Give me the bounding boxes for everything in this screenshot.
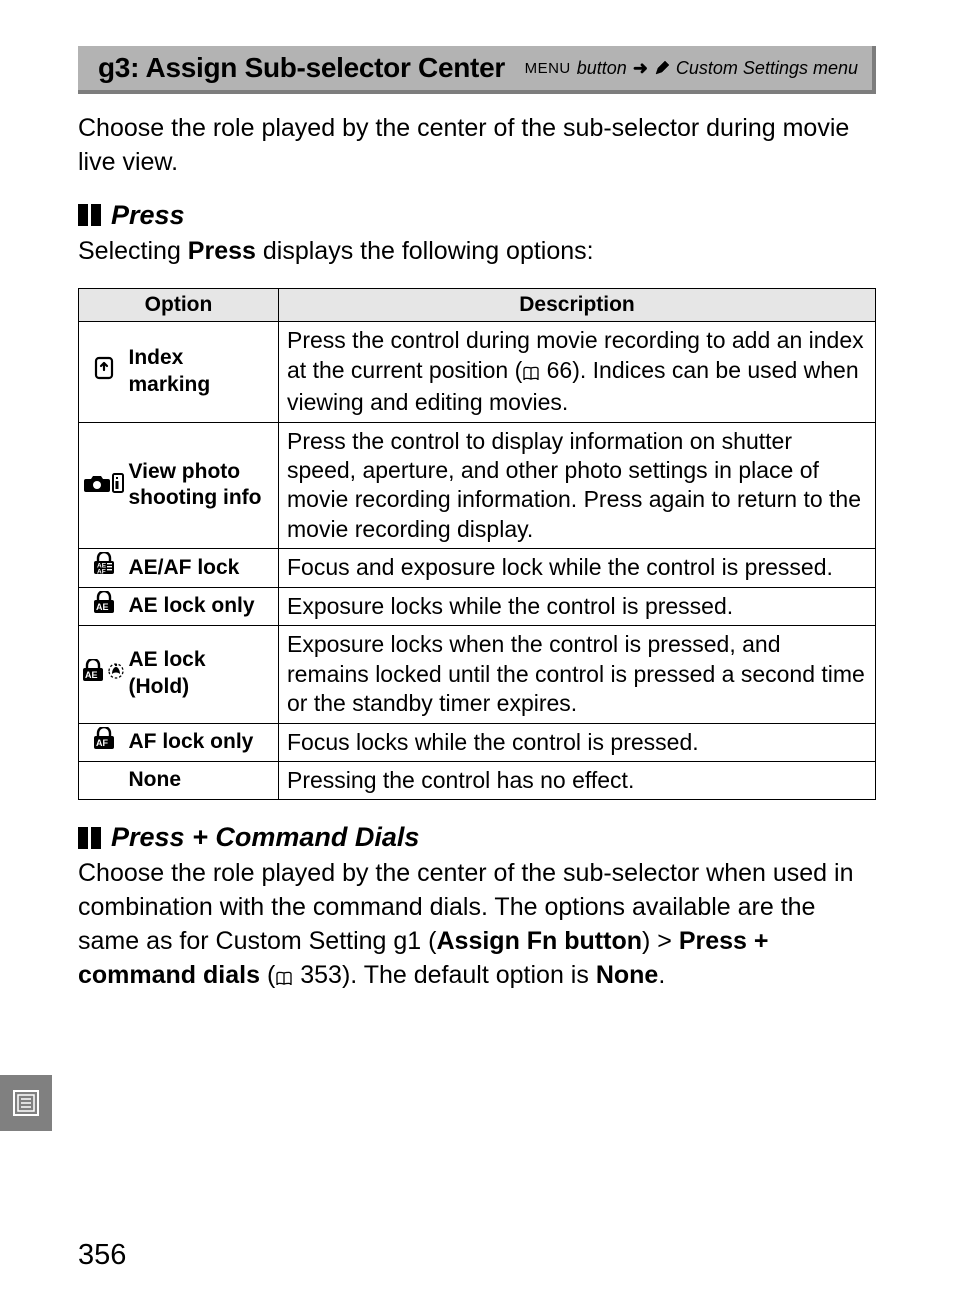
- bars-icon: [78, 204, 101, 226]
- options-table: Option Description Index marking Press t…: [78, 288, 876, 800]
- page: g3: Assign Sub-selector Center MENU butt…: [0, 0, 954, 1314]
- pencil-icon: [654, 58, 670, 79]
- table-row: AF lock only Focus locks while the contr…: [79, 723, 876, 761]
- breadcrumb: MENU button ➜ Custom Settings menu: [525, 58, 858, 79]
- section-title: Press: [111, 200, 185, 231]
- section-header-press-dials: Press + Command Dials: [78, 822, 876, 853]
- option-label: AE/AF lock: [129, 549, 279, 587]
- arrow-icon: ➜: [633, 58, 648, 79]
- table-row: None Pressing the control has no effect.: [79, 761, 876, 799]
- page-title: g3: Assign Sub-selector Center: [98, 52, 505, 84]
- table-header-row: Option Description: [79, 289, 876, 322]
- custom-menu-label: Custom Settings menu: [676, 58, 858, 79]
- option-label: Index marking: [129, 322, 279, 422]
- table-row: Index marking Press the control during m…: [79, 322, 876, 422]
- intro-text: Choose the role played by the center of …: [78, 112, 876, 180]
- titlebar: g3: Assign Sub-selector Center MENU butt…: [78, 46, 876, 94]
- option-desc: Exposure locks while the control is pres…: [279, 587, 876, 625]
- side-tab: [0, 1075, 52, 1131]
- table-row: AE lock only Exposure locks while the co…: [79, 587, 876, 625]
- table-row: AE/AF lock Focus and exposure lock while…: [79, 549, 876, 587]
- section1-lead: Selecting Press displays the following o…: [78, 235, 876, 269]
- lead-bold: Press: [188, 237, 256, 265]
- section2-para: Choose the role played by the center of …: [78, 857, 876, 995]
- table-row: View photo shooting info Press the contr…: [79, 422, 876, 549]
- option-desc: Press the control to display information…: [279, 422, 876, 549]
- option-desc: Exposure locks when the control is press…: [279, 626, 876, 723]
- ae-lock-icon: [79, 587, 129, 625]
- option-label: View photo shooting info: [129, 422, 279, 549]
- menu-label: MENU: [525, 60, 571, 77]
- no-icon: [79, 761, 129, 799]
- option-desc: Pressing the control has no effect.: [279, 761, 876, 799]
- section-title: Press + Command Dials: [111, 822, 419, 853]
- option-label: AE lock only: [129, 587, 279, 625]
- option-desc: Focus and exposure lock while the contro…: [279, 549, 876, 587]
- th-option: Option: [79, 289, 279, 322]
- option-desc: Focus locks while the control is pressed…: [279, 723, 876, 761]
- table-row: AE lock (Hold) Exposure locks when the c…: [79, 626, 876, 723]
- book-icon: [522, 359, 540, 388]
- option-label: None: [129, 761, 279, 799]
- aeaf-lock-icon: [79, 549, 129, 587]
- menu-list-icon: [12, 1089, 40, 1117]
- page-number: 356: [78, 1239, 126, 1272]
- book-icon: [275, 962, 293, 996]
- section-header-press: Press: [78, 200, 876, 231]
- lead-pre: Selecting: [78, 237, 188, 265]
- option-label: AF lock only: [129, 723, 279, 761]
- camera-info-icon: [79, 422, 129, 549]
- th-description: Description: [279, 289, 876, 322]
- option-desc: Press the control during movie recording…: [279, 322, 876, 422]
- af-lock-icon: [79, 723, 129, 761]
- ae-lock-hold-icon: [79, 626, 129, 723]
- option-label: AE lock (Hold): [129, 626, 279, 723]
- index-icon: [79, 322, 129, 422]
- button-label: button: [577, 58, 627, 79]
- lead-post: displays the following options:: [256, 237, 594, 265]
- bars-icon: [78, 827, 101, 849]
